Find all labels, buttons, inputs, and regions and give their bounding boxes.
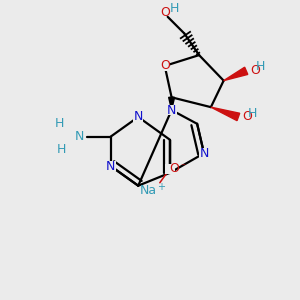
Text: Na: Na: [140, 184, 157, 197]
Polygon shape: [211, 107, 240, 121]
FancyBboxPatch shape: [160, 61, 169, 71]
Text: H: H: [248, 106, 257, 119]
Polygon shape: [224, 67, 248, 81]
Text: H: H: [55, 117, 64, 130]
Text: ⁻: ⁻: [181, 162, 186, 172]
FancyBboxPatch shape: [106, 161, 116, 171]
FancyBboxPatch shape: [199, 148, 209, 158]
Text: O: O: [160, 6, 170, 20]
Text: O: O: [160, 59, 170, 72]
Text: H: H: [255, 60, 265, 74]
Text: O: O: [242, 110, 252, 124]
Text: N: N: [134, 110, 143, 124]
FancyBboxPatch shape: [167, 105, 176, 115]
Text: O: O: [169, 163, 179, 176]
Text: N: N: [167, 103, 176, 117]
Text: N: N: [199, 147, 209, 160]
Text: +: +: [157, 182, 165, 192]
Polygon shape: [169, 97, 175, 110]
Text: H: H: [170, 2, 179, 15]
Text: O: O: [250, 64, 260, 77]
Text: H: H: [57, 143, 66, 156]
Text: N: N: [75, 130, 84, 143]
Text: N: N: [106, 160, 116, 172]
FancyBboxPatch shape: [165, 164, 175, 174]
FancyBboxPatch shape: [133, 112, 143, 122]
